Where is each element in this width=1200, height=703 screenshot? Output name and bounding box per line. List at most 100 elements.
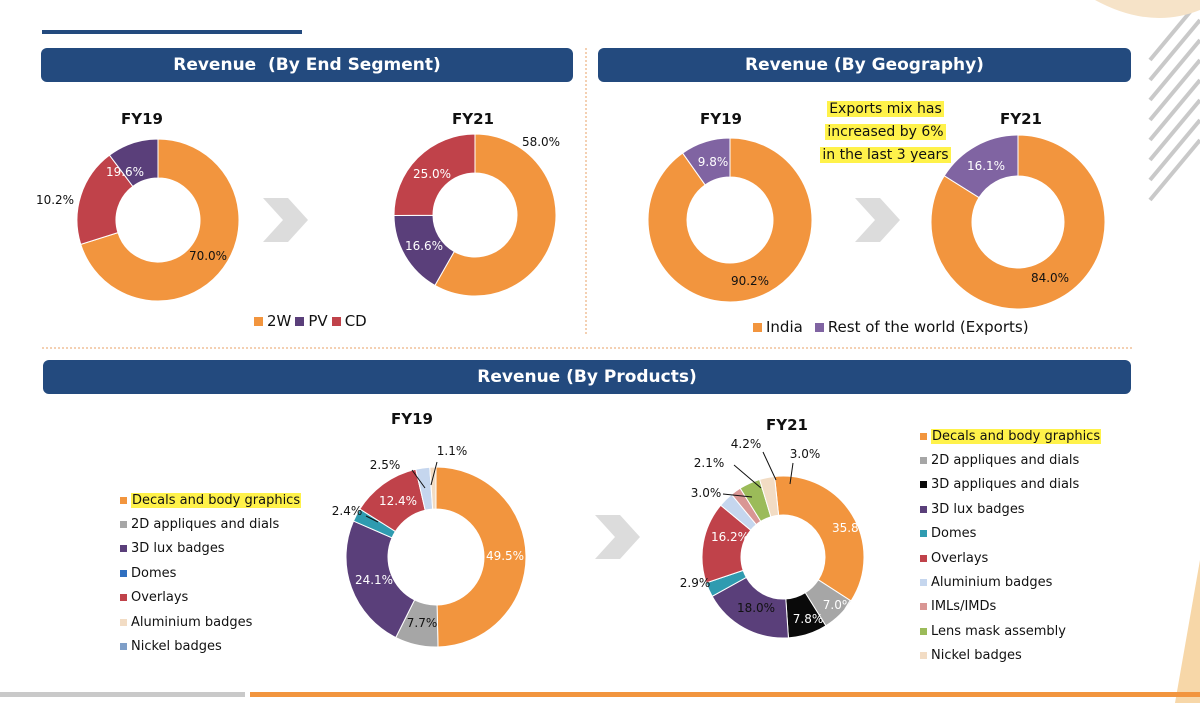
geography-legend: India Rest of the world (Exports): [753, 318, 1029, 336]
legend-domes: Domes: [131, 565, 177, 581]
legend-item: Overlays: [120, 586, 301, 610]
legend-india: India: [766, 318, 803, 336]
legend-swatch-cd: [331, 316, 341, 326]
slice-cd: [393, 133, 476, 217]
legend-2w: 2W: [267, 312, 292, 330]
legend-item: IMLs/IMDs: [920, 595, 1101, 619]
leader-line: [789, 462, 794, 485]
leader-line: [762, 451, 777, 481]
data-label: 84.0%: [1031, 271, 1069, 285]
data-label: 49.5%: [486, 549, 524, 563]
geo-fy19-title: FY19: [700, 110, 742, 128]
corner-stripes: [1148, 0, 1200, 202]
slice-2w: [434, 133, 557, 297]
slice-3d-lux-badges: [345, 520, 416, 639]
legend-item: Domes: [120, 561, 301, 585]
data-label: 7.8%: [793, 612, 824, 626]
data-label: 24.1%: [355, 573, 393, 587]
legend-3d-lux: 3D lux badges: [931, 501, 1025, 517]
geo-fy19-donut: 90.2% 9.8%: [647, 137, 813, 303]
corner-blob: [1095, 0, 1200, 18]
charts-layer: 70.0% 10.2% 19.6% 58.0% 16.6% 25.0% 90.2% 9.8% 8…: [36, 133, 1106, 648]
geo-fy21-title: FY21: [1000, 110, 1042, 128]
data-label: 1.1%: [437, 444, 468, 458]
top-accent-bar: [42, 30, 302, 34]
header-products: Revenue (By Products): [43, 360, 1131, 394]
slice-india: [647, 137, 813, 303]
slice-india: [930, 134, 1106, 310]
product-fy21-donut: 35.8% 7.0%7.8% 18.0% 2.9% 16.2% 3.0% 2.1% 4.2% 3…: [680, 437, 870, 639]
product-fy19-donut: 49.5% 7.7% 24.1% 2.4% 12.4% 2.5% 1.1%: [332, 444, 527, 648]
data-label: 2.9%: [680, 576, 711, 590]
legend-2d-appliques: 2D appliques and dials: [131, 517, 280, 533]
slice-2w: [80, 138, 240, 302]
legend-item: 3D appliques and dials: [920, 473, 1101, 497]
data-label: 25.0%: [413, 167, 451, 181]
segment-legend: 2W PV CD: [254, 312, 367, 330]
legend-overlays: Overlays: [131, 590, 189, 606]
legend-item: Aluminium badges: [120, 610, 301, 634]
data-label: 70.0%: [189, 249, 227, 263]
data-label: 2.4%: [332, 504, 363, 518]
legend-imls: IMLs/IMDs: [931, 599, 997, 615]
product-legend-fy21: Decals and body graphics 2D appliques an…: [920, 424, 1102, 668]
data-label: 2.1%: [694, 456, 725, 470]
legend-domes: Domes: [931, 526, 977, 542]
note-line-1: Exports mix has: [827, 101, 944, 117]
chevron-right-icon: [855, 198, 900, 242]
legend-nickel: Nickel badges: [931, 648, 1022, 664]
legend-aluminium: Aluminium badges: [131, 614, 253, 630]
product-fy19-title: FY19: [391, 410, 433, 428]
header-geography: Revenue (By Geography): [598, 48, 1131, 82]
slice-nickel-badges: [758, 475, 780, 518]
exports-note: Exports mix has increased by 6% in the l…: [818, 98, 953, 167]
legend-nickel: Nickel badges: [131, 639, 222, 655]
slice-nickel-badges: [429, 466, 437, 510]
data-label: 4.2%: [731, 437, 762, 451]
legend-item: 2D appliques and dials: [920, 448, 1101, 472]
data-label: 7.7%: [407, 616, 438, 630]
slice-decals-and-body-graphics: [773, 475, 865, 602]
data-label: 12.4%: [379, 494, 417, 508]
header-end-segment: Revenue (By End Segment): [41, 48, 573, 82]
slice-rest-of-the-world-exports-: [943, 134, 1019, 199]
legend-item: Aluminium badges: [920, 570, 1101, 594]
legend-swatch-india: [753, 322, 762, 332]
corner-wedge: [1175, 560, 1200, 703]
legend-3d-lux: 3D lux badges: [131, 541, 225, 557]
data-label: 3.0%: [790, 447, 821, 461]
chevron-right-icon: [263, 198, 308, 242]
leader-line: [430, 461, 438, 486]
data-label: 16.6%: [405, 239, 443, 253]
legend-item: Nickel badges: [120, 634, 301, 658]
leader-line: [411, 469, 426, 489]
segment-fy19-title: FY19: [121, 110, 163, 128]
data-label: 9.8%: [698, 155, 729, 169]
data-label: 19.6%: [106, 165, 144, 179]
leader-line: [722, 493, 753, 498]
data-label: 16.1%: [967, 159, 1005, 173]
legend-item: 3D lux badges: [920, 497, 1101, 521]
slice-decals-and-body-graphics: [435, 466, 527, 648]
legend-item: Overlays: [920, 546, 1101, 570]
legend-swatch-exports: [814, 322, 824, 332]
legend-swatch-2w: [254, 316, 263, 326]
geo-fy21-donut: 84.0% 16.1%: [930, 134, 1106, 310]
legend-item: 2D appliques and dials: [120, 512, 301, 536]
legend-item: Nickel badges: [920, 644, 1101, 668]
bottom-bar-orange: [250, 692, 1200, 697]
legend-item: Decals and body graphics: [120, 488, 302, 512]
data-label: 2.5%: [370, 458, 401, 472]
legend-item: 3D lux badges: [120, 537, 301, 561]
segment-fy21-donut: 58.0% 16.6% 25.0%: [393, 133, 560, 297]
legend-2d-appliques: 2D appliques and dials: [931, 453, 1080, 469]
data-label: 18.0%: [737, 601, 775, 615]
legend-aluminium: Aluminium badges: [931, 575, 1053, 591]
product-legend-fy19: Decals and body graphics 2D appliques an…: [120, 488, 302, 659]
legend-lens-mask: Lens mask assembly: [931, 623, 1066, 639]
segment-fy21-title: FY21: [452, 110, 494, 128]
legend-cd: CD: [344, 312, 367, 330]
leader-line: [365, 515, 379, 523]
leader-line: [733, 464, 762, 489]
